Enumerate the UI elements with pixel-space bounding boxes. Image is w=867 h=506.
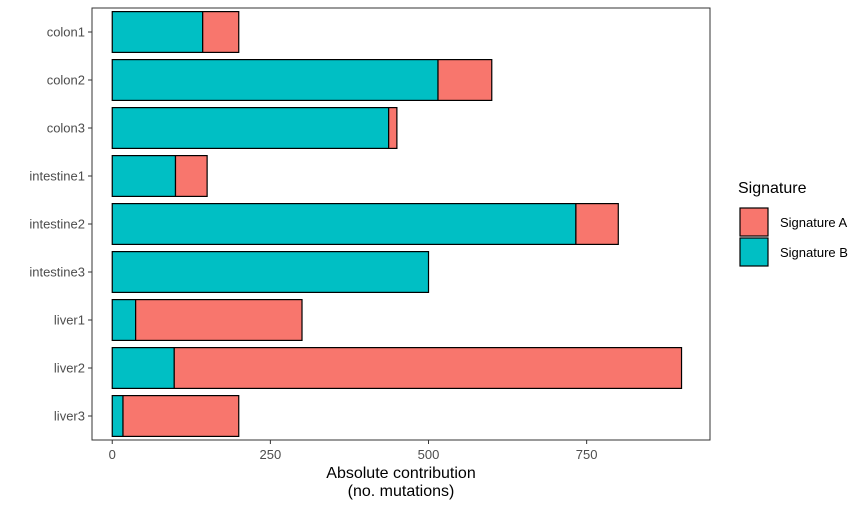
bar-colon2-signature-b [111, 58, 439, 101]
legend-key-signature-b [739, 237, 769, 267]
x-tick-label: 250 [260, 447, 282, 462]
bar-colon1-signature-a [202, 11, 240, 53]
bar-intestine2-signature-b [111, 203, 577, 246]
bars-layer [111, 11, 683, 438]
bar-liver2-signature-b [111, 347, 175, 390]
bar-colon3-signature-b [111, 106, 390, 149]
y-tick-label-colon1: colon1 [47, 25, 85, 40]
y-tick-label-colon3: colon3 [47, 121, 85, 136]
legend-title: Signature [738, 180, 807, 197]
x-tick-label: 500 [418, 447, 440, 462]
y-tick-label-intestine2: intestine2 [29, 217, 85, 232]
y-tick-label-liver1: liver1 [54, 313, 85, 328]
y-tick-label-liver2: liver2 [54, 361, 85, 376]
y-tick-label-colon2: colon2 [47, 73, 85, 88]
y-tick-label-liver3: liver3 [54, 409, 85, 424]
y-axis: colon1 colon2 colon3 intestine1 intestine2 in… [29, 25, 92, 424]
bar-intestine1-signature-a [174, 155, 208, 198]
x-tick-label: 0 [109, 447, 116, 462]
bar-liver2-signature-a [173, 347, 683, 390]
bar-liver1-signature-b [111, 299, 137, 342]
x-axis: 0 250 500 750 [109, 440, 598, 462]
bar-intestine2-signature-a [575, 203, 619, 246]
legend-label: Signature B [780, 245, 848, 260]
bar-liver3-signature-b [111, 395, 124, 438]
bar-colon3-signature-a [388, 106, 398, 149]
x-axis-title-line1: Absolute contribution [326, 465, 475, 482]
x-axis-title-line2: (no. mutations) [348, 483, 455, 500]
x-tick-label: 750 [576, 447, 598, 462]
bar-liver3-signature-a [122, 395, 240, 438]
legend: Signature Signature A Signature B [738, 180, 848, 267]
bar-colon1-signature-b [111, 11, 204, 53]
bar-colon2-signature-a [437, 58, 493, 101]
bar-intestine1-signature-b [111, 155, 177, 198]
legend-key-signature-a [739, 207, 769, 237]
legend-label: Signature A [780, 215, 848, 230]
bar-intestine3-signature-b [111, 251, 430, 294]
y-tick-label-intestine3: intestine3 [29, 265, 85, 280]
y-tick-label-intestine1: intestine1 [29, 169, 85, 184]
bar-liver1-signature-a [135, 299, 303, 342]
